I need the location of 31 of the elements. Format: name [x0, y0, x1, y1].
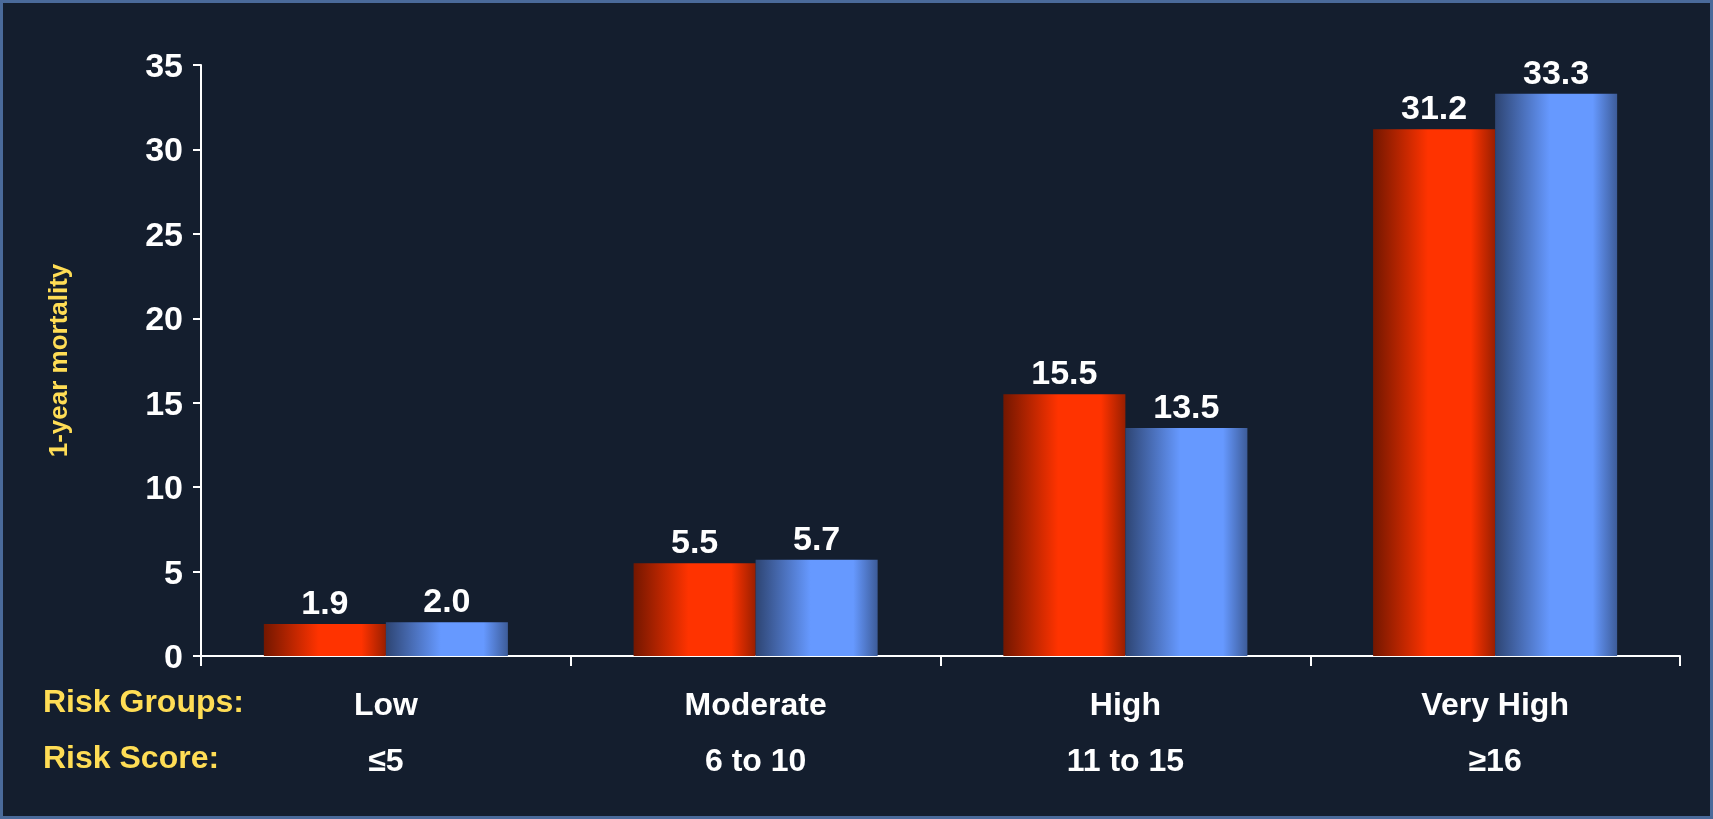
y-tick-label: 20 [145, 299, 183, 338]
data-label: 15.5 [1031, 353, 1098, 392]
x-tick-label: Very High ≥16 [1421, 686, 1569, 778]
bar [1495, 93, 1618, 656]
data-label: 5.5 [670, 522, 719, 561]
bar [1125, 428, 1248, 656]
data-label: 31.2 [1401, 88, 1468, 127]
x-tick-label: Low ≤5 [353, 686, 418, 778]
y-tick-label: 0 [164, 637, 183, 675]
y-tick-label: 25 [145, 214, 183, 253]
bar [263, 623, 386, 656]
y-tick-label: 15 [145, 383, 183, 422]
y-axis-title: 1-year mortality [43, 263, 73, 458]
data-label: 1.9 [301, 582, 349, 621]
x-tick-label: High 11 to 15 [1066, 686, 1185, 778]
data-label: 13.5 [1153, 387, 1220, 426]
y-tick-label: 30 [145, 130, 183, 169]
text: Risk Groups: [43, 683, 244, 719]
bar [1003, 394, 1126, 656]
bar [633, 563, 756, 656]
bar [755, 559, 878, 656]
bar [1373, 129, 1496, 656]
x-tick-label: Moderate 6 to 10 [684, 686, 827, 778]
bar [385, 622, 508, 656]
data-label: 5.7 [793, 518, 841, 557]
text: Risk Score: [43, 739, 220, 775]
data-label: 2.0 [423, 581, 471, 620]
y-tick-label: 10 [145, 468, 183, 507]
y-tick-label: 35 [145, 46, 183, 84]
y-tick-label: 5 [164, 552, 183, 591]
data-label: 33.3 [1523, 52, 1590, 91]
